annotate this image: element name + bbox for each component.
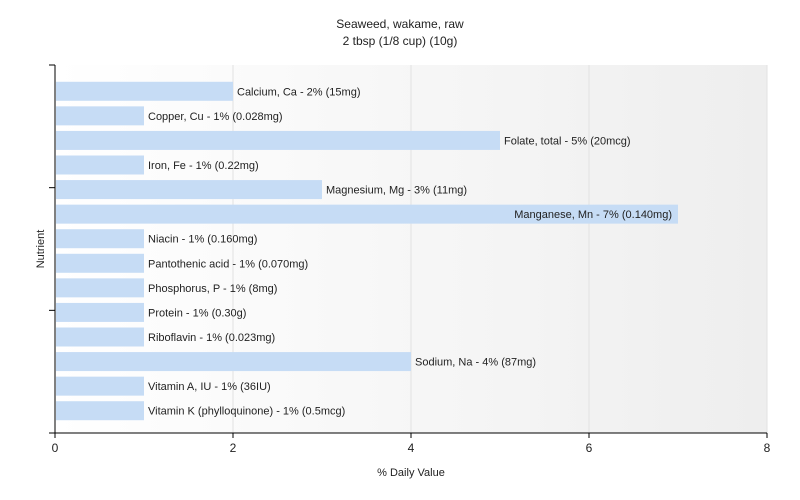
y-axis-title: Nutrient [35, 230, 47, 269]
bar-label: Pantothenic acid - 1% (0.070mg) [148, 258, 308, 270]
gridlines [232, 65, 768, 433]
bar-label: Copper, Cu - 1% (0.028mg) [148, 111, 283, 123]
bar-label: Vitamin A, IU - 1% (36IU) [148, 381, 271, 393]
x-tick-label: 6 [586, 441, 593, 455]
bar-label: Manganese, Mn - 7% (0.140mg) [514, 209, 672, 221]
bar [56, 278, 144, 298]
bars [56, 81, 678, 421]
bar [56, 253, 144, 273]
x-tick-label: 8 [764, 441, 771, 455]
bar-label: Folate, total - 5% (20mcg) [504, 135, 631, 147]
bar [56, 204, 678, 224]
bar [56, 180, 322, 200]
bar [56, 376, 144, 396]
bar-label: Phosphorus, P - 1% (8mg) [148, 283, 277, 295]
bar-label: Vitamin K (phylloquinone) - 1% (0.5mcg) [148, 406, 345, 418]
bar-label: Iron, Fe - 1% (0.22mg) [148, 160, 259, 172]
bar [56, 106, 144, 126]
bar-label: Protein - 1% (0.30g) [148, 307, 246, 319]
x-axis-title: % Daily Value [377, 467, 445, 479]
bar-label: Riboflavin - 1% (0.023mg) [148, 332, 275, 344]
bar-labels: Calcium, Ca - 2% (15mg) Copper, Cu - 1% (… [148, 86, 672, 417]
x-tick-label: 4 [408, 441, 415, 455]
bar [56, 81, 233, 101]
bar [56, 229, 144, 249]
bar-label: Magnesium, Mg - 3% (11mg) [326, 185, 467, 197]
axes: 0 2 4 6 8 [49, 64, 771, 455]
bar [56, 327, 144, 347]
bar-label: Calcium, Ca - 2% (15mg) [237, 86, 360, 98]
x-tick-label: 0 [52, 441, 59, 455]
x-tick-label: 2 [230, 441, 237, 455]
bar [56, 352, 411, 372]
chart-subtitle: 2 tbsp (1/8 cup) (10g) [343, 34, 458, 48]
bar-label: Niacin - 1% (0.160mg) [148, 234, 257, 246]
bar [56, 302, 144, 322]
bar [56, 130, 500, 150]
bar [56, 155, 144, 175]
chart-title: Seaweed, wakame, raw [336, 17, 464, 31]
bar [56, 401, 144, 421]
bar-label: Sodium, Na - 4% (87mg) [415, 357, 536, 369]
